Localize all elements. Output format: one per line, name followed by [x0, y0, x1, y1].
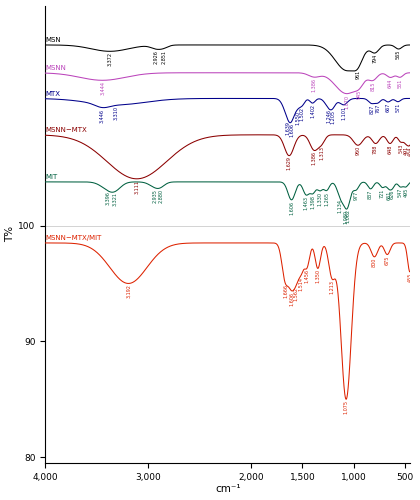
Text: 1,502: 1,502: [300, 107, 305, 121]
X-axis label: cm⁻¹: cm⁻¹: [215, 484, 241, 494]
Text: 1,386: 1,386: [312, 152, 317, 166]
Text: 2,880: 2,880: [158, 188, 163, 202]
Text: 1,075: 1,075: [344, 400, 349, 414]
Text: 837: 837: [368, 190, 373, 199]
Text: MIT: MIT: [45, 174, 58, 180]
Text: 1,666: 1,666: [283, 284, 288, 298]
Text: 1,402: 1,402: [310, 104, 315, 118]
Text: 626: 626: [390, 190, 395, 200]
Text: 1,463: 1,463: [304, 196, 309, 210]
Text: 1,386: 1,386: [312, 78, 317, 92]
Text: 1,514: 1,514: [299, 276, 304, 290]
Text: 543: 543: [398, 143, 403, 152]
Text: 1,398: 1,398: [310, 194, 315, 208]
Text: 794: 794: [373, 54, 378, 63]
Text: 3,446: 3,446: [100, 108, 105, 122]
Text: 721: 721: [380, 188, 385, 198]
Text: 1,456: 1,456: [304, 269, 310, 283]
Text: 455: 455: [407, 273, 412, 282]
Text: 644: 644: [388, 78, 393, 88]
Text: 491: 491: [404, 146, 409, 155]
Text: 3,396: 3,396: [105, 192, 110, 205]
Text: 1,246: 1,246: [326, 110, 331, 124]
Text: 571: 571: [396, 102, 400, 112]
Text: 1,213: 1,213: [329, 280, 334, 293]
Text: 454: 454: [407, 146, 412, 156]
Text: 661: 661: [386, 190, 391, 200]
Text: 960: 960: [355, 146, 360, 156]
Text: 1,205: 1,205: [330, 110, 335, 124]
Text: MSNN−MTX/MIT: MSNN−MTX/MIT: [45, 235, 102, 241]
Text: 3,192: 3,192: [126, 284, 131, 298]
Text: 961: 961: [355, 70, 360, 79]
Text: 1,639: 1,639: [286, 122, 291, 136]
Text: 945: 945: [357, 90, 362, 99]
Text: 565: 565: [396, 50, 401, 59]
Text: 3,321: 3,321: [113, 192, 118, 206]
Text: 3,372: 3,372: [108, 52, 113, 66]
Text: 827: 827: [369, 104, 374, 114]
Text: 1,080: 1,080: [343, 210, 348, 224]
Text: 1,562: 1,562: [294, 286, 299, 300]
Text: 667: 667: [386, 103, 391, 112]
Text: 1,062: 1,062: [345, 209, 350, 223]
Text: 551: 551: [397, 78, 402, 88]
Text: 815: 815: [370, 82, 375, 91]
Text: 1,330: 1,330: [318, 192, 323, 206]
Text: 1,350: 1,350: [315, 270, 320, 283]
Text: 1,101: 1,101: [341, 106, 346, 120]
Text: 788: 788: [373, 144, 378, 154]
Text: 3,111: 3,111: [134, 180, 139, 194]
Text: 767: 767: [375, 104, 380, 114]
Text: MSNN−MTX: MSNN−MTX: [45, 127, 87, 133]
Y-axis label: T%: T%: [5, 226, 16, 242]
Text: 1,134: 1,134: [338, 200, 343, 213]
Text: 675: 675: [385, 256, 390, 265]
Text: 1,265: 1,265: [324, 192, 329, 205]
Text: 3,444: 3,444: [100, 81, 105, 95]
Text: 547: 547: [398, 188, 403, 198]
Text: MSN: MSN: [45, 37, 61, 43]
Text: 1,606: 1,606: [289, 122, 294, 136]
Text: 1,606: 1,606: [289, 201, 294, 215]
Text: 1,550: 1,550: [295, 111, 300, 125]
Text: 977: 977: [354, 191, 359, 200]
Text: 800: 800: [372, 258, 377, 267]
Text: 1,629: 1,629: [287, 156, 291, 170]
Text: 1,070: 1,070: [344, 94, 349, 108]
Text: MSNN: MSNN: [45, 65, 66, 71]
Text: 495: 495: [403, 188, 408, 197]
Text: 2,851: 2,851: [161, 50, 166, 64]
Text: 1,606: 1,606: [289, 292, 294, 306]
Text: 2,935: 2,935: [152, 189, 158, 202]
Text: 2,926: 2,926: [153, 50, 158, 64]
Text: 3,310: 3,310: [114, 106, 119, 120]
Text: 648: 648: [388, 144, 393, 154]
Text: 1,313: 1,313: [319, 146, 324, 160]
Text: MTX: MTX: [45, 90, 60, 96]
